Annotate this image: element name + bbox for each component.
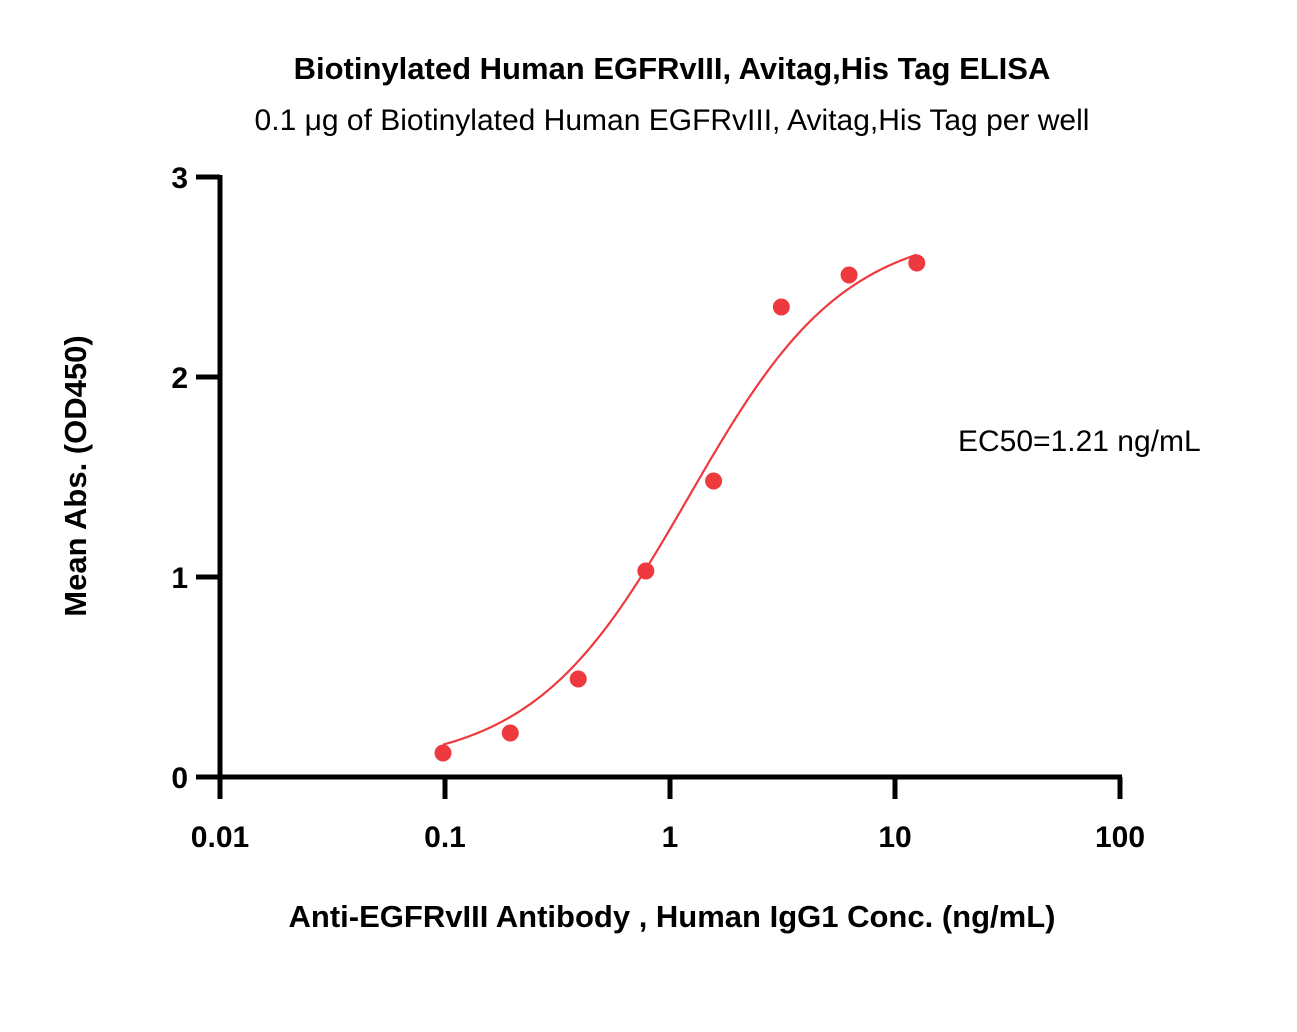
chart-title: Biotinylated Human EGFRvIII, Avitag,His … [294, 51, 1051, 86]
x-tick-label: 0.01 [191, 821, 249, 854]
data-point [569, 670, 587, 688]
y-axis-label: Mean Abs. (OD450) [58, 335, 93, 616]
x-tick-label: 100 [1095, 821, 1145, 854]
data-point [840, 266, 858, 284]
x-tick-label: 1 [662, 821, 679, 854]
axes [217, 175, 1122, 780]
y-tick-label: 0 [171, 762, 188, 795]
x-tick-label: 10 [878, 821, 911, 854]
tick-labels: 0.01 0.1 1 10 100 0 1 2 3 [171, 162, 1145, 854]
data-points [434, 254, 926, 762]
ec50-annotation: EC50=1.21 ng/mL [958, 425, 1201, 458]
data-point [501, 724, 519, 742]
x-tick-label: 0.1 [424, 821, 466, 854]
x-axis-label: Anti-EGFRvIII Antibody , Human IgG1 Conc… [289, 899, 1056, 934]
data-point [705, 472, 723, 490]
data-point [434, 744, 452, 762]
y-tick-label: 2 [171, 362, 188, 395]
data-point [772, 298, 790, 316]
y-tick-label: 3 [171, 162, 188, 195]
fit-curve [442, 253, 918, 746]
data-point [908, 254, 926, 272]
data-point [637, 562, 655, 580]
chart-subtitle: 0.1 μg of Biotinylated Human EGFRvIII, A… [255, 104, 1090, 137]
tick-marks [196, 174, 1123, 799]
y-tick-label: 1 [171, 562, 188, 595]
